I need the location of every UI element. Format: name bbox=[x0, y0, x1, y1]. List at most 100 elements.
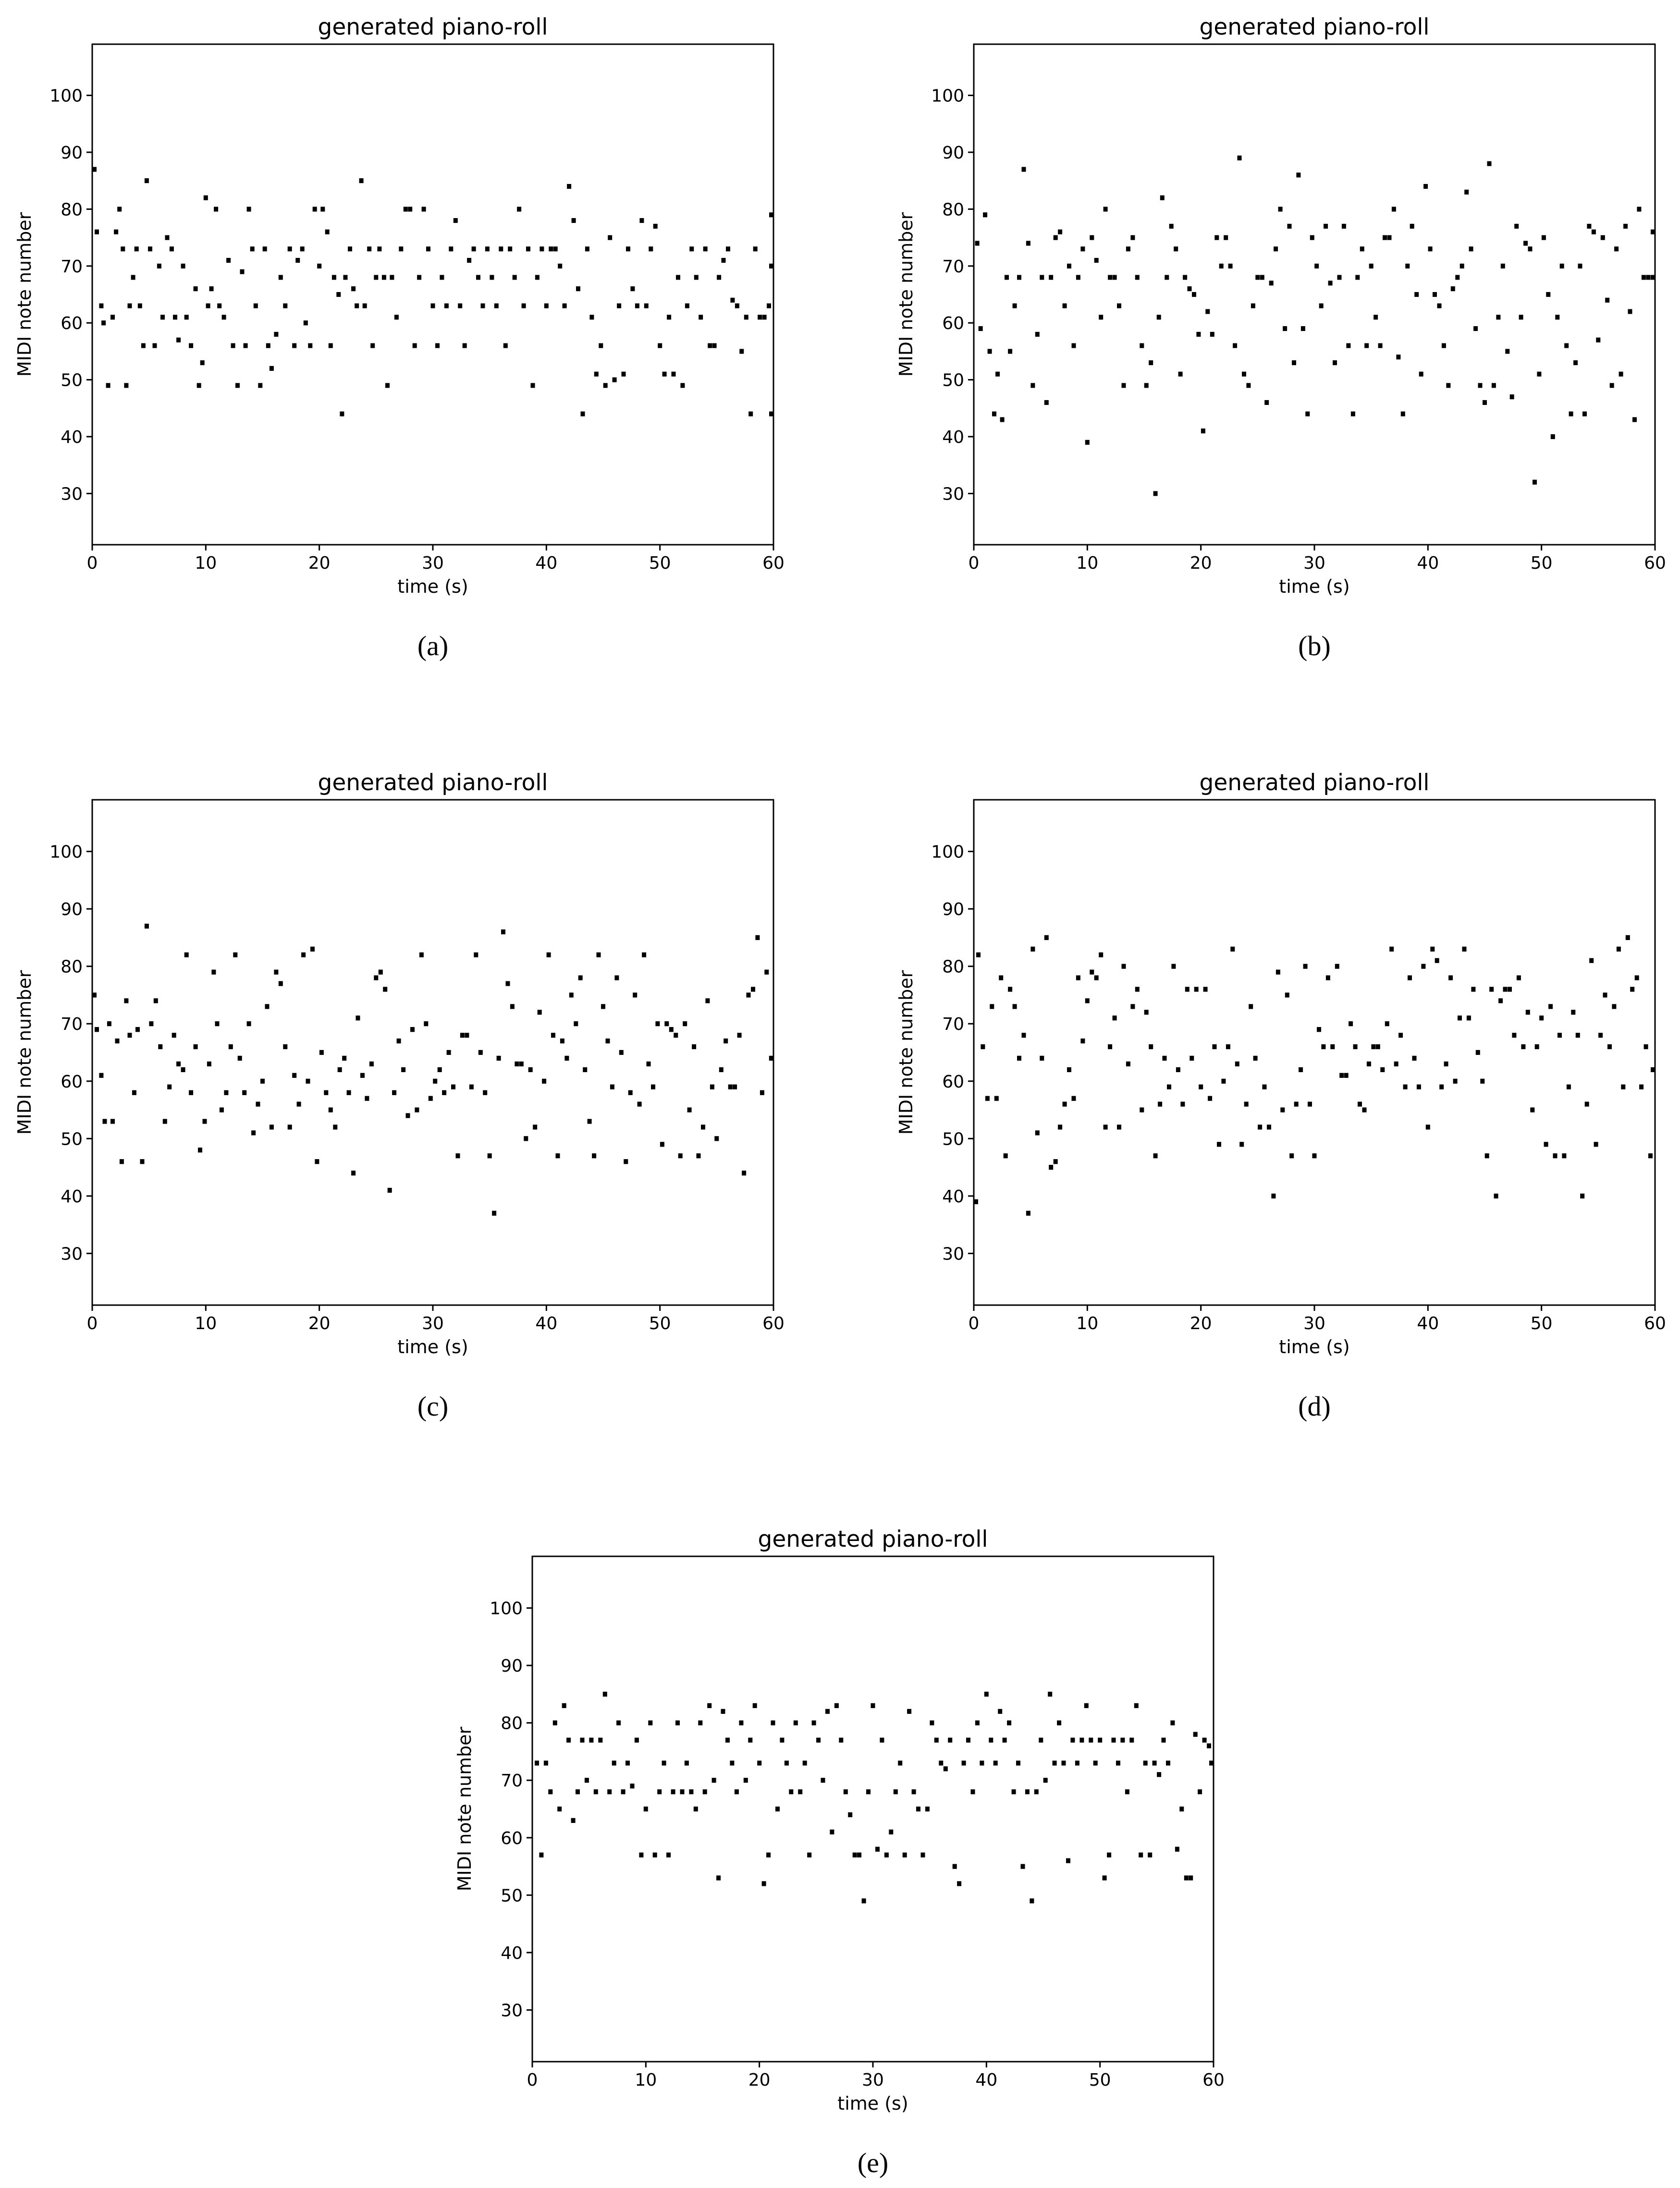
note-mark bbox=[137, 303, 142, 308]
note-mark bbox=[235, 383, 240, 388]
note-mark bbox=[1419, 371, 1423, 377]
note-mark bbox=[92, 167, 97, 172]
note-mark bbox=[1090, 969, 1094, 975]
note-mark bbox=[1596, 337, 1601, 342]
note-mark bbox=[1491, 383, 1496, 388]
note-mark bbox=[1441, 343, 1446, 348]
note-mark bbox=[1591, 229, 1596, 234]
note-mark bbox=[430, 303, 435, 308]
note-mark bbox=[485, 246, 490, 252]
note-mark bbox=[1571, 1010, 1576, 1015]
note-mark bbox=[1153, 491, 1158, 496]
note-mark bbox=[437, 1067, 442, 1072]
note-mark bbox=[948, 1737, 953, 1743]
note-mark bbox=[889, 1829, 894, 1834]
note-mark bbox=[483, 1090, 488, 1095]
panel-caption: (e) bbox=[858, 2147, 888, 2178]
note-mark bbox=[1496, 315, 1501, 320]
note-mark bbox=[408, 207, 413, 212]
note-mark bbox=[1516, 975, 1521, 980]
note-mark bbox=[331, 275, 336, 280]
note-mark bbox=[1161, 1737, 1166, 1743]
note-mark bbox=[278, 981, 283, 986]
note-mark bbox=[1012, 303, 1017, 308]
note-mark bbox=[843, 1789, 848, 1795]
note-mark bbox=[1534, 1044, 1539, 1050]
note-mark bbox=[735, 303, 739, 308]
note-mark bbox=[237, 1055, 242, 1061]
note-mark bbox=[530, 383, 535, 388]
note-mark bbox=[984, 1691, 989, 1697]
note-mark bbox=[365, 1096, 369, 1101]
note-mark bbox=[1099, 315, 1104, 320]
note-mark bbox=[1217, 1142, 1221, 1147]
note-mark bbox=[1260, 275, 1264, 280]
note-mark bbox=[421, 207, 426, 212]
note-mark bbox=[1269, 281, 1274, 286]
note-mark bbox=[1044, 400, 1049, 405]
note-mark bbox=[449, 246, 454, 252]
note-mark bbox=[866, 1789, 871, 1795]
note-mark bbox=[1416, 1084, 1421, 1089]
note-mark bbox=[583, 1067, 588, 1072]
y-tick-label: 90 bbox=[942, 900, 964, 919]
note-mark bbox=[755, 935, 760, 940]
note-mark bbox=[612, 1760, 616, 1766]
note-mark bbox=[1308, 1101, 1312, 1107]
note-mark bbox=[1346, 343, 1351, 348]
note-mark bbox=[1126, 246, 1130, 252]
note-mark bbox=[1582, 411, 1587, 416]
note-mark bbox=[224, 1090, 229, 1095]
note-mark bbox=[1594, 1142, 1598, 1147]
note-mark bbox=[542, 1078, 547, 1084]
note-mark bbox=[524, 1136, 528, 1141]
note-mark bbox=[1121, 964, 1126, 969]
note-mark bbox=[1214, 235, 1219, 240]
note-mark bbox=[574, 1021, 578, 1027]
note-mark bbox=[251, 1130, 256, 1136]
y-tick-label: 100 bbox=[490, 1599, 523, 1619]
note-mark bbox=[811, 1720, 816, 1725]
note-mark bbox=[1464, 189, 1469, 195]
note-mark bbox=[992, 411, 996, 416]
note-mark bbox=[689, 246, 694, 252]
note-mark bbox=[317, 263, 322, 269]
note-mark bbox=[1483, 400, 1487, 405]
note-mark bbox=[385, 383, 390, 388]
note-mark bbox=[355, 303, 359, 308]
note-mark bbox=[1071, 1096, 1076, 1101]
note-mark bbox=[1262, 1084, 1267, 1089]
note-mark bbox=[1079, 1737, 1084, 1743]
note-mark bbox=[487, 1153, 492, 1159]
note-mark bbox=[295, 257, 300, 263]
note-mark bbox=[410, 1027, 415, 1032]
note-mark bbox=[417, 275, 422, 280]
note-mark bbox=[172, 1033, 176, 1038]
note-mark bbox=[1067, 263, 1071, 269]
note-mark bbox=[1067, 1067, 1071, 1072]
panel-caption: (a) bbox=[417, 630, 448, 661]
note-mark bbox=[742, 1171, 747, 1176]
note-mark bbox=[135, 1027, 140, 1032]
note-mark bbox=[131, 275, 135, 280]
note-mark bbox=[633, 992, 638, 998]
note-mark bbox=[587, 1119, 592, 1124]
note-mark bbox=[458, 303, 463, 308]
note-mark bbox=[292, 343, 297, 348]
note-mark bbox=[1016, 1760, 1020, 1766]
note-mark bbox=[1196, 331, 1201, 337]
note-mark bbox=[387, 1187, 392, 1193]
note-mark bbox=[612, 377, 617, 382]
note-mark bbox=[1287, 223, 1292, 229]
note-mark bbox=[1589, 958, 1594, 963]
note-mark bbox=[211, 969, 216, 975]
note-mark bbox=[752, 1703, 757, 1708]
note-mark bbox=[262, 246, 267, 252]
note-mark bbox=[369, 1061, 374, 1066]
note-mark bbox=[165, 235, 170, 240]
note-mark bbox=[390, 275, 394, 280]
note-mark bbox=[857, 1852, 862, 1858]
note-mark bbox=[474, 952, 478, 957]
note-mark bbox=[119, 1159, 124, 1164]
